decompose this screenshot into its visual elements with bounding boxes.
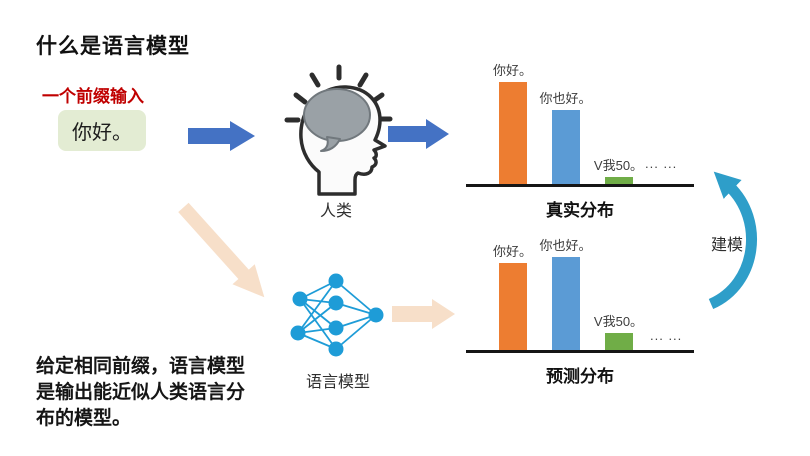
ellipsis-label: ... ... bbox=[650, 328, 683, 343]
bar bbox=[604, 333, 633, 350]
bar bbox=[498, 82, 527, 184]
neural-network-icon bbox=[290, 273, 384, 357]
diagonal-arrow-shape bbox=[178, 202, 265, 298]
bar bbox=[498, 263, 527, 350]
brain-shape bbox=[303, 88, 371, 142]
bar bbox=[551, 257, 580, 350]
bar-slot: 你也好。 bbox=[539, 88, 592, 184]
network-nodes bbox=[290, 273, 384, 357]
prefix-input-label: 一个前缀输入 bbox=[42, 87, 144, 106]
bar-category-label: V我50。 bbox=[593, 314, 644, 329]
bar-slot: 你好。 bbox=[486, 60, 539, 184]
bar-category-label: 你好。 bbox=[492, 63, 532, 78]
ellipsis-label: ... ... bbox=[645, 156, 678, 171]
idea-rays bbox=[284, 64, 393, 123]
right-arrow-icon bbox=[388, 119, 449, 149]
network-edges bbox=[297, 280, 377, 350]
modeling-label: 建模 bbox=[711, 237, 744, 254]
bar bbox=[604, 177, 633, 184]
right-arrow-shape bbox=[188, 121, 255, 151]
prefix-value-box: 你好。 bbox=[58, 110, 146, 151]
slide-note: 给定相同前缀，语言模型是输出能近似人类语言分布的模型。 bbox=[36, 356, 246, 429]
x-axis-line bbox=[466, 184, 694, 187]
right-arrow-shape bbox=[392, 299, 455, 329]
predicted-distribution-chart: 你好。 你也好。 V我50。 ... ... 预测分布 bbox=[466, 222, 696, 387]
right-arrow-icon bbox=[188, 121, 255, 151]
bar-slot: V我50。 bbox=[592, 155, 645, 184]
bar-slot: V我50。 bbox=[592, 311, 645, 350]
human-label: 人类 bbox=[319, 203, 352, 220]
bar-slot: 你也好。 bbox=[539, 235, 592, 350]
curved-arrow-icon bbox=[708, 171, 757, 310]
bar-category-label: 你也好。 bbox=[539, 91, 592, 106]
true-distribution-chart: 你好。 你也好。 V我50。 ... ... 真实分布 bbox=[466, 56, 696, 221]
language-model-label: 语言模型 bbox=[305, 374, 370, 391]
diagonal-arrow-icon bbox=[178, 202, 265, 298]
x-axis-line bbox=[466, 350, 694, 353]
bar-category-label: V我50。 bbox=[593, 158, 644, 173]
bar bbox=[551, 110, 580, 184]
page-title: 什么是语言模型 bbox=[36, 35, 190, 58]
bars: 你好。 你也好。 V我50。 bbox=[466, 222, 696, 350]
bar-slot: 你好。 bbox=[486, 241, 539, 350]
right-arrow-shape bbox=[388, 119, 449, 149]
right-arrow-icon bbox=[392, 299, 455, 329]
human-brain-icon bbox=[284, 64, 393, 196]
curved-arrow-path bbox=[708, 171, 757, 310]
prefix-value-text: 你好。 bbox=[72, 122, 132, 144]
chart-title: 真实分布 bbox=[546, 201, 614, 220]
chart-title: 预测分布 bbox=[546, 367, 614, 386]
bar-category-label: 你好。 bbox=[492, 244, 532, 259]
bars: 你好。 你也好。 V我50。 bbox=[466, 56, 696, 184]
bar-category-label: 你也好。 bbox=[539, 238, 592, 253]
brain-stem bbox=[320, 136, 341, 152]
